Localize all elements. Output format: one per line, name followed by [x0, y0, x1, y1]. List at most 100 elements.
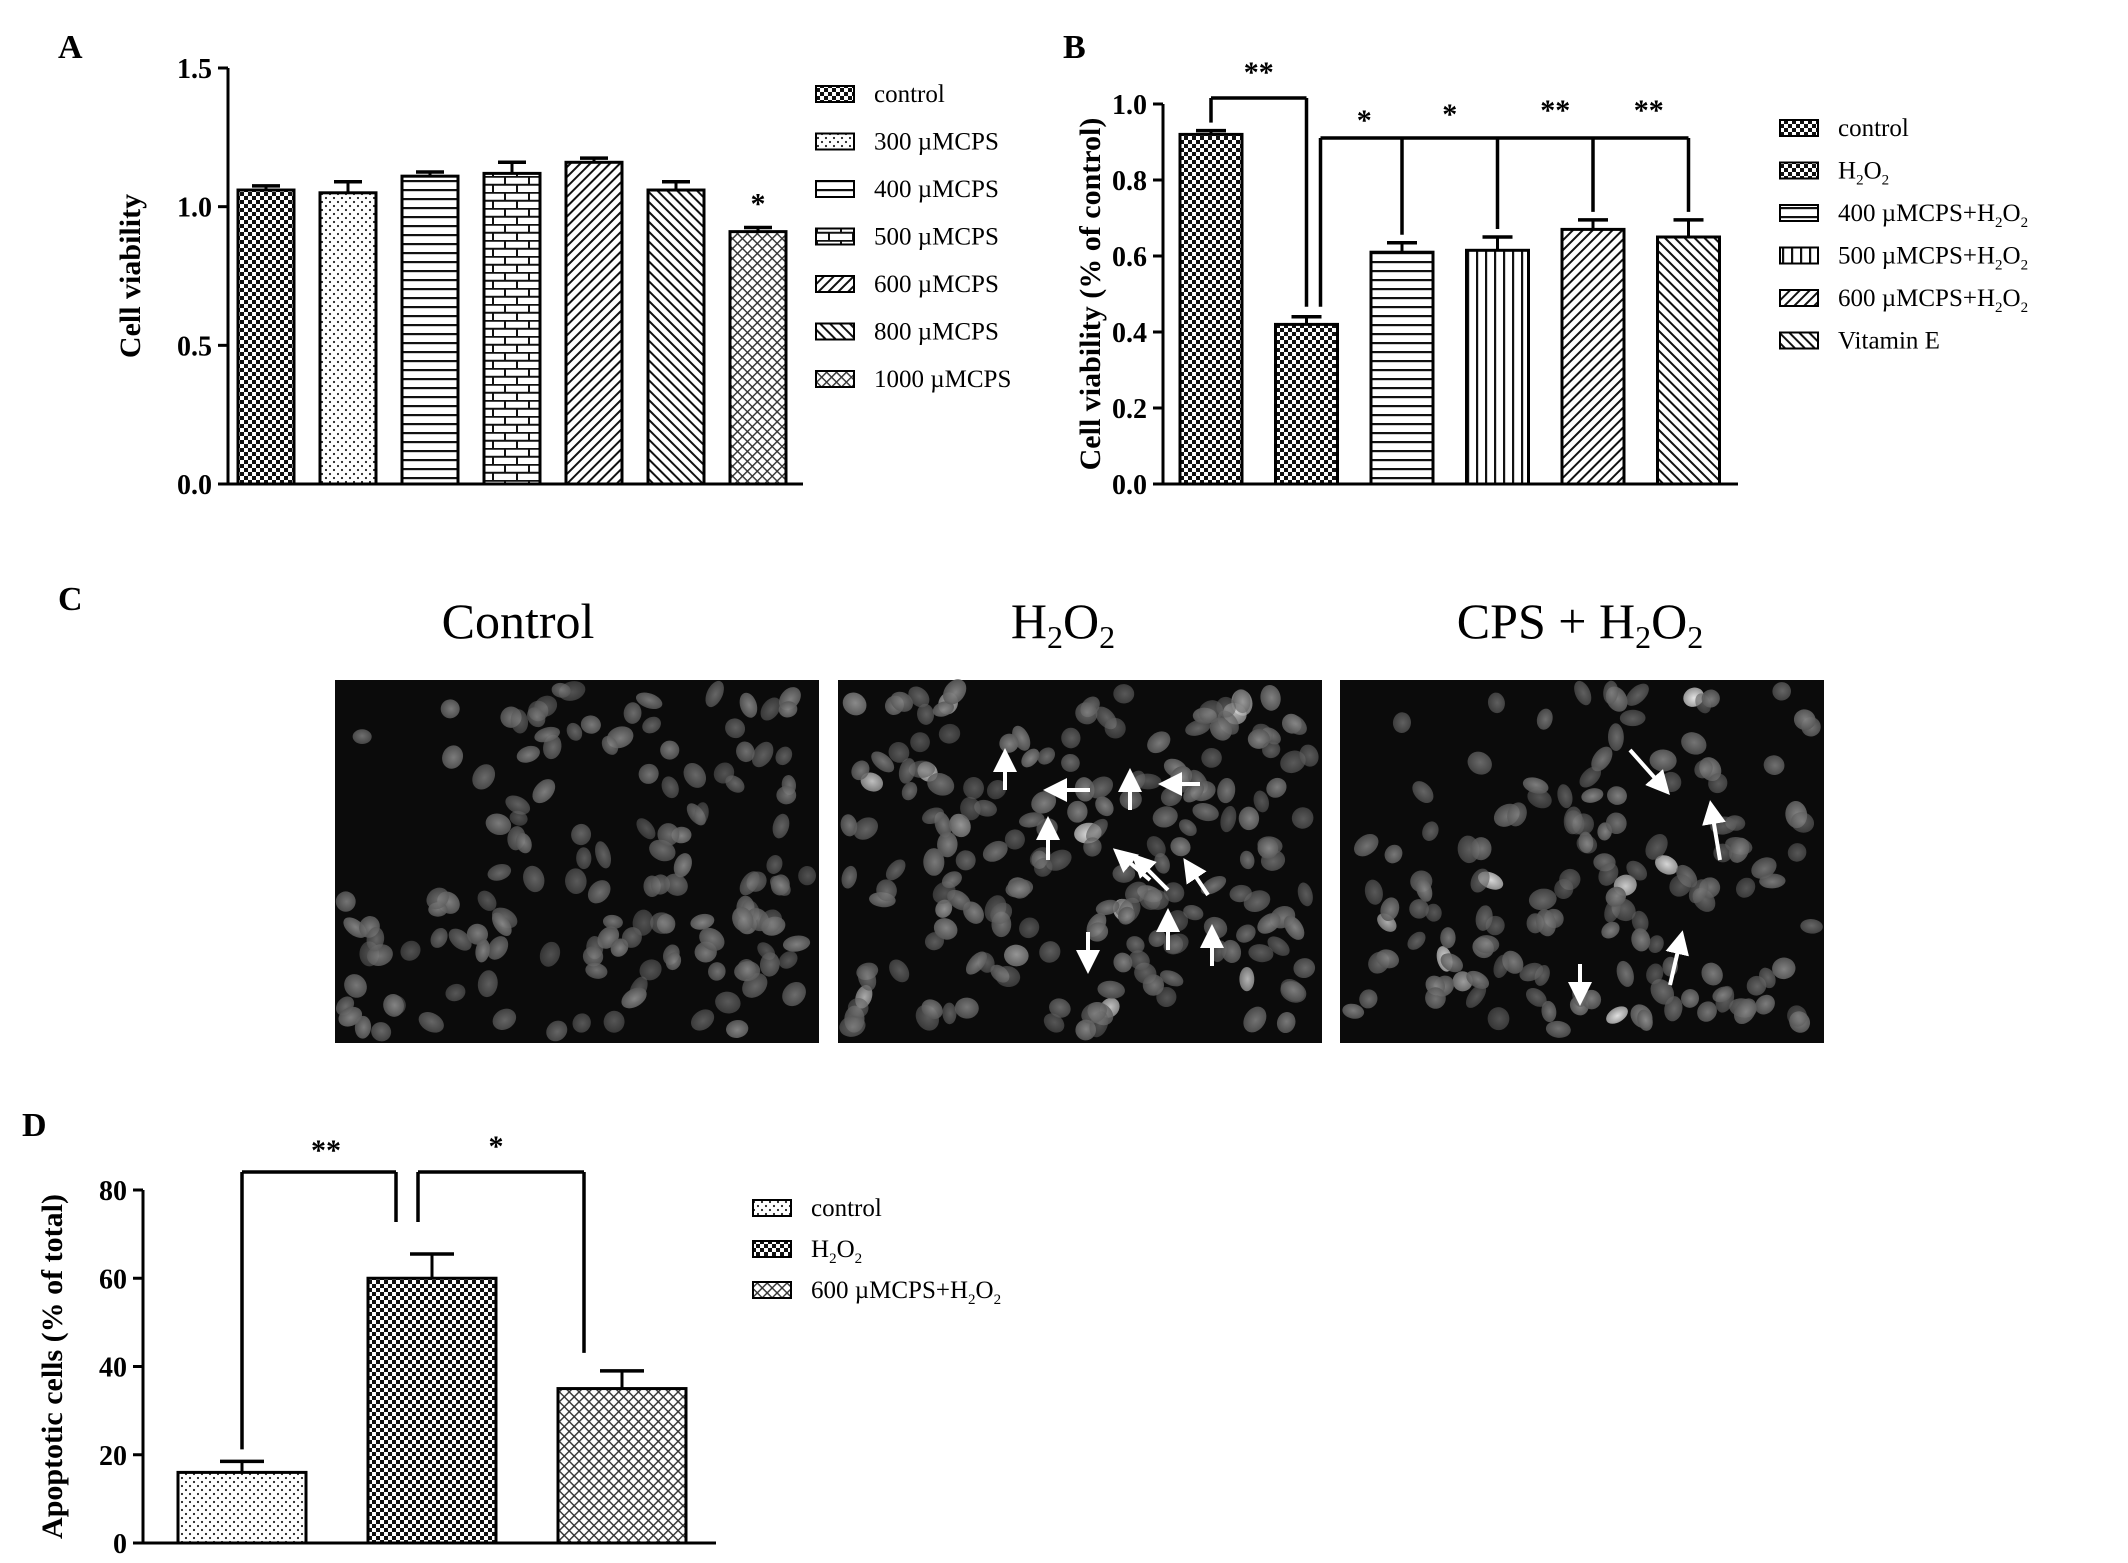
cell-nucleus	[772, 813, 790, 839]
micrograph-title-control: Control	[442, 593, 595, 649]
cell-nucleus	[1209, 717, 1232, 741]
cell-nucleus	[1607, 786, 1627, 805]
cell-nucleus	[1359, 989, 1378, 1009]
cell-nucleus	[1039, 941, 1061, 963]
cell-nucleus	[1694, 759, 1713, 779]
cell-nucleus	[933, 918, 958, 940]
bar	[1465, 248, 1530, 486]
cell-nucleus	[477, 890, 497, 911]
significance-marker: **	[1540, 94, 1570, 127]
significance-marker: **	[311, 1134, 341, 1167]
cell-nucleus	[580, 715, 601, 734]
cell-nucleus	[639, 959, 662, 981]
cell-nucleus	[841, 865, 857, 889]
legend-label: 600 µMCPS	[874, 271, 999, 298]
cell-nucleus	[1067, 800, 1088, 823]
cell-nucleus	[1681, 732, 1707, 755]
cell-nucleus	[1772, 957, 1796, 980]
cell-nucleus	[1626, 860, 1648, 881]
legend-swatch	[815, 85, 855, 103]
significance-marker: *	[489, 1130, 504, 1163]
y-tick-label: 0	[113, 1529, 127, 1560]
cell-nucleus	[1701, 689, 1720, 708]
significance-marker: *	[1442, 98, 1457, 131]
cell-nucleus	[935, 899, 953, 918]
cell-nucleus	[539, 941, 561, 967]
cell-nucleus	[963, 777, 984, 800]
cell-nucleus	[566, 722, 583, 741]
bar	[1274, 322, 1339, 486]
cell-nucleus	[932, 701, 955, 717]
cell-nucleus	[492, 1008, 517, 1030]
cell-nucleus	[602, 914, 623, 930]
arrow-marker	[1112, 848, 1152, 882]
cell-nucleus	[1380, 897, 1400, 922]
legend-swatch	[1779, 119, 1819, 137]
micrograph-title-cps-h2o2: CPS + H2O2	[1457, 593, 1703, 655]
cell-nucleus	[1233, 689, 1251, 714]
cell-nucleus	[839, 1015, 866, 1037]
y-tick-label: 1.0	[1112, 90, 1147, 121]
cell-nucleus	[1574, 680, 1592, 706]
cell-nucleus	[990, 902, 1013, 924]
legend-swatch	[815, 322, 855, 341]
y-tick-label: 0.5	[177, 331, 212, 362]
y-tick-label: 0.4	[1112, 318, 1147, 349]
cell-nucleus	[572, 1013, 591, 1033]
cell-nucleus	[448, 928, 472, 951]
legend-swatch	[752, 1240, 792, 1258]
cell-nucleus	[775, 746, 793, 766]
cell-nucleus	[487, 936, 509, 960]
cell-nucleus	[847, 997, 869, 1018]
cell-nucleus	[739, 692, 758, 718]
cell-nucleus	[1759, 873, 1786, 889]
cell-nucleus	[515, 832, 532, 854]
cell-nucleus	[1407, 931, 1426, 950]
cell-nucleus	[477, 970, 498, 998]
cell-nucleus	[1247, 729, 1270, 749]
cell-nucleus	[1465, 984, 1487, 1008]
cell-nucleus	[673, 853, 692, 878]
cell-nucleus	[1648, 935, 1664, 954]
cell-nucleus	[898, 758, 916, 784]
cell-nucleus	[546, 1020, 568, 1042]
cell-nucleus	[942, 1002, 957, 1025]
cell-nucleus	[344, 974, 367, 998]
bar	[318, 191, 378, 486]
bar	[1369, 250, 1435, 486]
cell-nucleus	[1579, 766, 1602, 788]
panel-letter-d: D	[22, 1107, 47, 1144]
cell-nucleus	[445, 983, 466, 1002]
cell-nucleus	[665, 952, 682, 971]
cell-nucleus	[632, 909, 654, 936]
cell-nucleus	[366, 927, 385, 952]
cell-nucleus	[1790, 812, 1815, 833]
y-tick-label: 0.0	[177, 470, 212, 501]
cell-nucleus	[523, 865, 545, 893]
legend-swatch	[1779, 161, 1819, 180]
cell-nucleus	[1004, 944, 1029, 967]
cell-nucleus	[1043, 1013, 1065, 1033]
cell-nucleus	[1192, 803, 1219, 822]
y-tick-label: 60	[99, 1264, 127, 1295]
cell-nucleus	[475, 938, 490, 963]
cell-nucleus	[1266, 777, 1287, 798]
cell-nucleus	[1216, 696, 1236, 718]
cell-nucleus	[1095, 899, 1120, 916]
cell-nucleus	[1293, 958, 1316, 979]
cell-nucleus	[430, 928, 448, 948]
legend-label: 1000 µMCPS	[874, 366, 1011, 393]
cell-nucleus	[732, 906, 754, 932]
cell-nucleus	[798, 866, 816, 886]
bar	[400, 174, 460, 486]
cell-nucleus	[1201, 747, 1222, 768]
cell-nucleus	[1701, 962, 1723, 986]
cell-nucleus	[472, 764, 496, 790]
cell-nucleus	[840, 814, 858, 837]
cell-nucleus	[1291, 807, 1314, 829]
cell-nucleus	[1364, 879, 1383, 905]
cell-nucleus	[1565, 810, 1585, 835]
cell-nucleus	[1712, 986, 1733, 1003]
cell-nucleus	[636, 818, 656, 840]
cell-nucleus	[1239, 850, 1255, 870]
